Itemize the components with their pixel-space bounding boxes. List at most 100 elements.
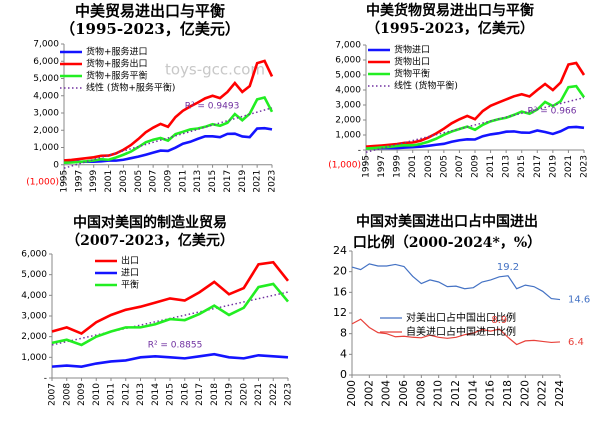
x-tick-label: 2001 xyxy=(408,155,418,178)
x-tick-label: 2018 xyxy=(502,380,514,407)
x-tick-label: 2011 xyxy=(178,170,188,193)
x-tick-label: 2017 xyxy=(533,155,543,178)
x-tick-label: 2013 xyxy=(136,383,146,406)
x-tick-label: 2006 xyxy=(398,380,410,407)
x-tick-label: 2023 xyxy=(284,383,294,406)
x-tick-label: 2013 xyxy=(193,170,203,193)
y-tick-label: 4,000 xyxy=(33,91,59,101)
x-tick-label: 2001 xyxy=(104,170,114,193)
y-tick-label: 16 xyxy=(333,285,347,298)
x-tick-label: 2008 xyxy=(62,383,72,406)
y-tick-label: 7,000 xyxy=(335,41,361,51)
chart-subtitle: （1995-2023，亿美元） xyxy=(366,21,534,37)
y-tick-label: 3,000 xyxy=(335,101,361,111)
legend-label: 货物出口 xyxy=(394,56,430,68)
watermark: toys-gcc.com xyxy=(165,61,265,79)
legend-label: 出口 xyxy=(121,255,139,267)
y-tick-label: 12 xyxy=(333,306,347,319)
y-tick-label: 5,000 xyxy=(21,270,47,280)
y-tick-label: 24 xyxy=(333,244,347,257)
chart-title-box: 中国对美国进出口占中国进出口比例（2000-2024*，%） xyxy=(352,212,542,254)
y-tick-label: 3,000 xyxy=(33,109,59,119)
x-tick-label: 1999 xyxy=(89,169,99,192)
x-tick-label: 2023 xyxy=(580,155,590,178)
y-tick-label: (1,000) xyxy=(328,161,361,171)
legend-label: 自美进口占中国进口比例 xyxy=(406,325,516,338)
y-tick-label: 4,000 xyxy=(21,291,47,301)
x-tick-label: 2022 xyxy=(537,380,549,407)
legend-label: 线性 (货物平衡) xyxy=(394,80,458,92)
series-line xyxy=(365,125,585,150)
data-label: 19.2 xyxy=(497,262,519,273)
x-tick-label: 2010 xyxy=(92,383,102,406)
x-tick-label: 2012 xyxy=(450,380,462,407)
x-tick-label: 2012 xyxy=(121,383,131,406)
y-tick-label: 1,000 xyxy=(21,353,47,363)
x-tick-label: 1997 xyxy=(74,170,84,193)
y-tick-label: 20 xyxy=(333,265,347,278)
x-tick-label: 2019 xyxy=(548,155,558,178)
trend-line xyxy=(365,96,585,153)
series-line xyxy=(351,263,561,301)
x-tick-label: 2017 xyxy=(223,170,233,193)
series-line xyxy=(51,282,289,347)
y-tick-label: 7,000 xyxy=(33,40,59,50)
legend-label: 货物+服务出口 xyxy=(86,58,148,70)
series-line xyxy=(63,95,274,164)
legend-label: 对美出口占中国出口比例 xyxy=(406,311,516,324)
x-tick-label: 2023 xyxy=(268,170,278,193)
legend-label: 平衡 xyxy=(121,279,139,291)
y-tick-label: - xyxy=(44,374,47,384)
y-tick-label: 4,000 xyxy=(335,86,361,96)
legend-label: 货物+服务平衡 xyxy=(86,70,148,82)
x-tick-label: 2002 xyxy=(363,380,375,407)
x-tick-label: 2021 xyxy=(253,170,263,193)
series-line xyxy=(51,352,289,368)
x-tick-label: 2005 xyxy=(439,155,449,178)
x-tick-label: 1997 xyxy=(377,155,387,178)
y-tick-label: 1,000 xyxy=(335,131,361,141)
x-tick-label: 1995 xyxy=(60,170,70,193)
y-tick-label: 2,000 xyxy=(21,332,47,342)
y-tick-label: 4 xyxy=(340,347,347,360)
x-tick-label: 2021 xyxy=(564,155,574,178)
y-tick-label: 6,000 xyxy=(33,57,59,67)
x-tick-label: 2022 xyxy=(269,383,279,406)
x-tick-label: 2007 xyxy=(455,155,465,178)
x-tick-label: 2003 xyxy=(424,155,434,178)
x-tick-label: 2017 xyxy=(195,383,205,406)
legend-label: 货物进口 xyxy=(394,44,430,56)
x-tick-label: 2009 xyxy=(471,155,481,178)
legend-label: 货物+服务进口 xyxy=(86,46,148,58)
data-label: 6.4 xyxy=(568,337,584,348)
series-line xyxy=(351,318,561,346)
x-tick-label: 2014 xyxy=(151,383,161,406)
y-tick-label: 1,000 xyxy=(33,143,59,153)
series-line xyxy=(365,84,586,150)
x-tick-label: 2015 xyxy=(517,155,527,178)
x-tick-label: 2018 xyxy=(210,383,220,406)
x-tick-label: 2016 xyxy=(485,380,497,407)
annotation: R² = 0.966 xyxy=(528,107,577,117)
x-tick-label: 2015 xyxy=(166,383,176,406)
annotation: R² = 0.9493 xyxy=(185,102,240,112)
x-tick-label: 2015 xyxy=(208,170,218,193)
x-tick-label: 2009 xyxy=(77,383,87,406)
x-tick-label: 2020 xyxy=(519,380,531,407)
chart-title: 中美贸易进出口与平衡 xyxy=(74,2,225,20)
x-tick-label: 1995 xyxy=(362,155,372,178)
data-label: 8.9 xyxy=(491,315,507,326)
x-tick-label: 2009 xyxy=(164,169,174,192)
x-tick-label: 2021 xyxy=(254,383,264,406)
x-tick-label: 1999 xyxy=(393,155,403,178)
x-tick-label: 2007 xyxy=(48,383,58,406)
x-tick-label: 2004 xyxy=(381,380,393,407)
chart-subtitle: （2007-2023，亿美元） xyxy=(66,233,234,249)
series-line xyxy=(63,126,273,164)
y-tick-label: 3,000 xyxy=(21,312,47,322)
y-tick-label: 0 xyxy=(53,160,59,170)
y-tick-label: 6,000 xyxy=(21,250,47,260)
y-tick-label: 8 xyxy=(340,327,347,340)
